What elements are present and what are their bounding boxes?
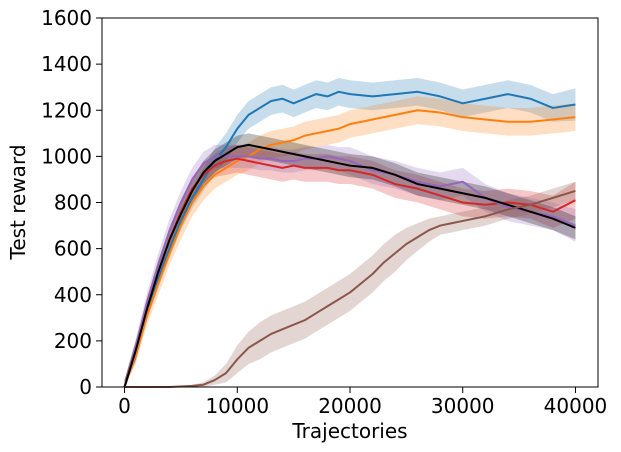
confidence-bands — [124, 77, 576, 388]
y-axis-ticks: 0 200 400 600 800 1000 1200 1400 1600 — [41, 6, 102, 399]
x-tick-label: 40000 — [544, 394, 608, 418]
y-tick-label: 0 — [79, 375, 92, 399]
series-line-black — [123, 143, 576, 388]
y-tick-label: 600 — [54, 237, 92, 261]
series-line-orange — [123, 109, 576, 388]
y-tick-label: 800 — [54, 191, 92, 215]
x-tick-label: 20000 — [318, 394, 382, 418]
y-tick-label: 1000 — [41, 144, 92, 168]
band-blue — [124, 77, 576, 388]
band-black — [124, 133, 576, 387]
y-tick-label: 200 — [54, 329, 92, 353]
series-line-purple — [123, 155, 576, 388]
x-axis-label: Trajectories — [291, 419, 407, 443]
x-axis-ticks: 0 10000 20000 30000 40000 — [118, 387, 607, 418]
band-orange — [124, 96, 576, 387]
x-tick-label: 30000 — [431, 394, 495, 418]
y-tick-label: 1600 — [41, 6, 92, 30]
series-line-blue — [123, 90, 576, 388]
band-brown — [124, 181, 576, 387]
y-tick-label: 1400 — [41, 52, 92, 76]
x-tick-label: 0 — [118, 394, 131, 418]
series-line-brown — [124, 190, 576, 388]
y-axis-label: Test reward — [6, 144, 30, 260]
y-tick-label: 1200 — [41, 98, 92, 122]
x-tick-label: 10000 — [205, 394, 269, 418]
y-tick-label: 400 — [54, 283, 92, 307]
band-red — [124, 144, 576, 387]
series-lines — [123, 90, 576, 388]
series-line-red — [123, 157, 576, 388]
